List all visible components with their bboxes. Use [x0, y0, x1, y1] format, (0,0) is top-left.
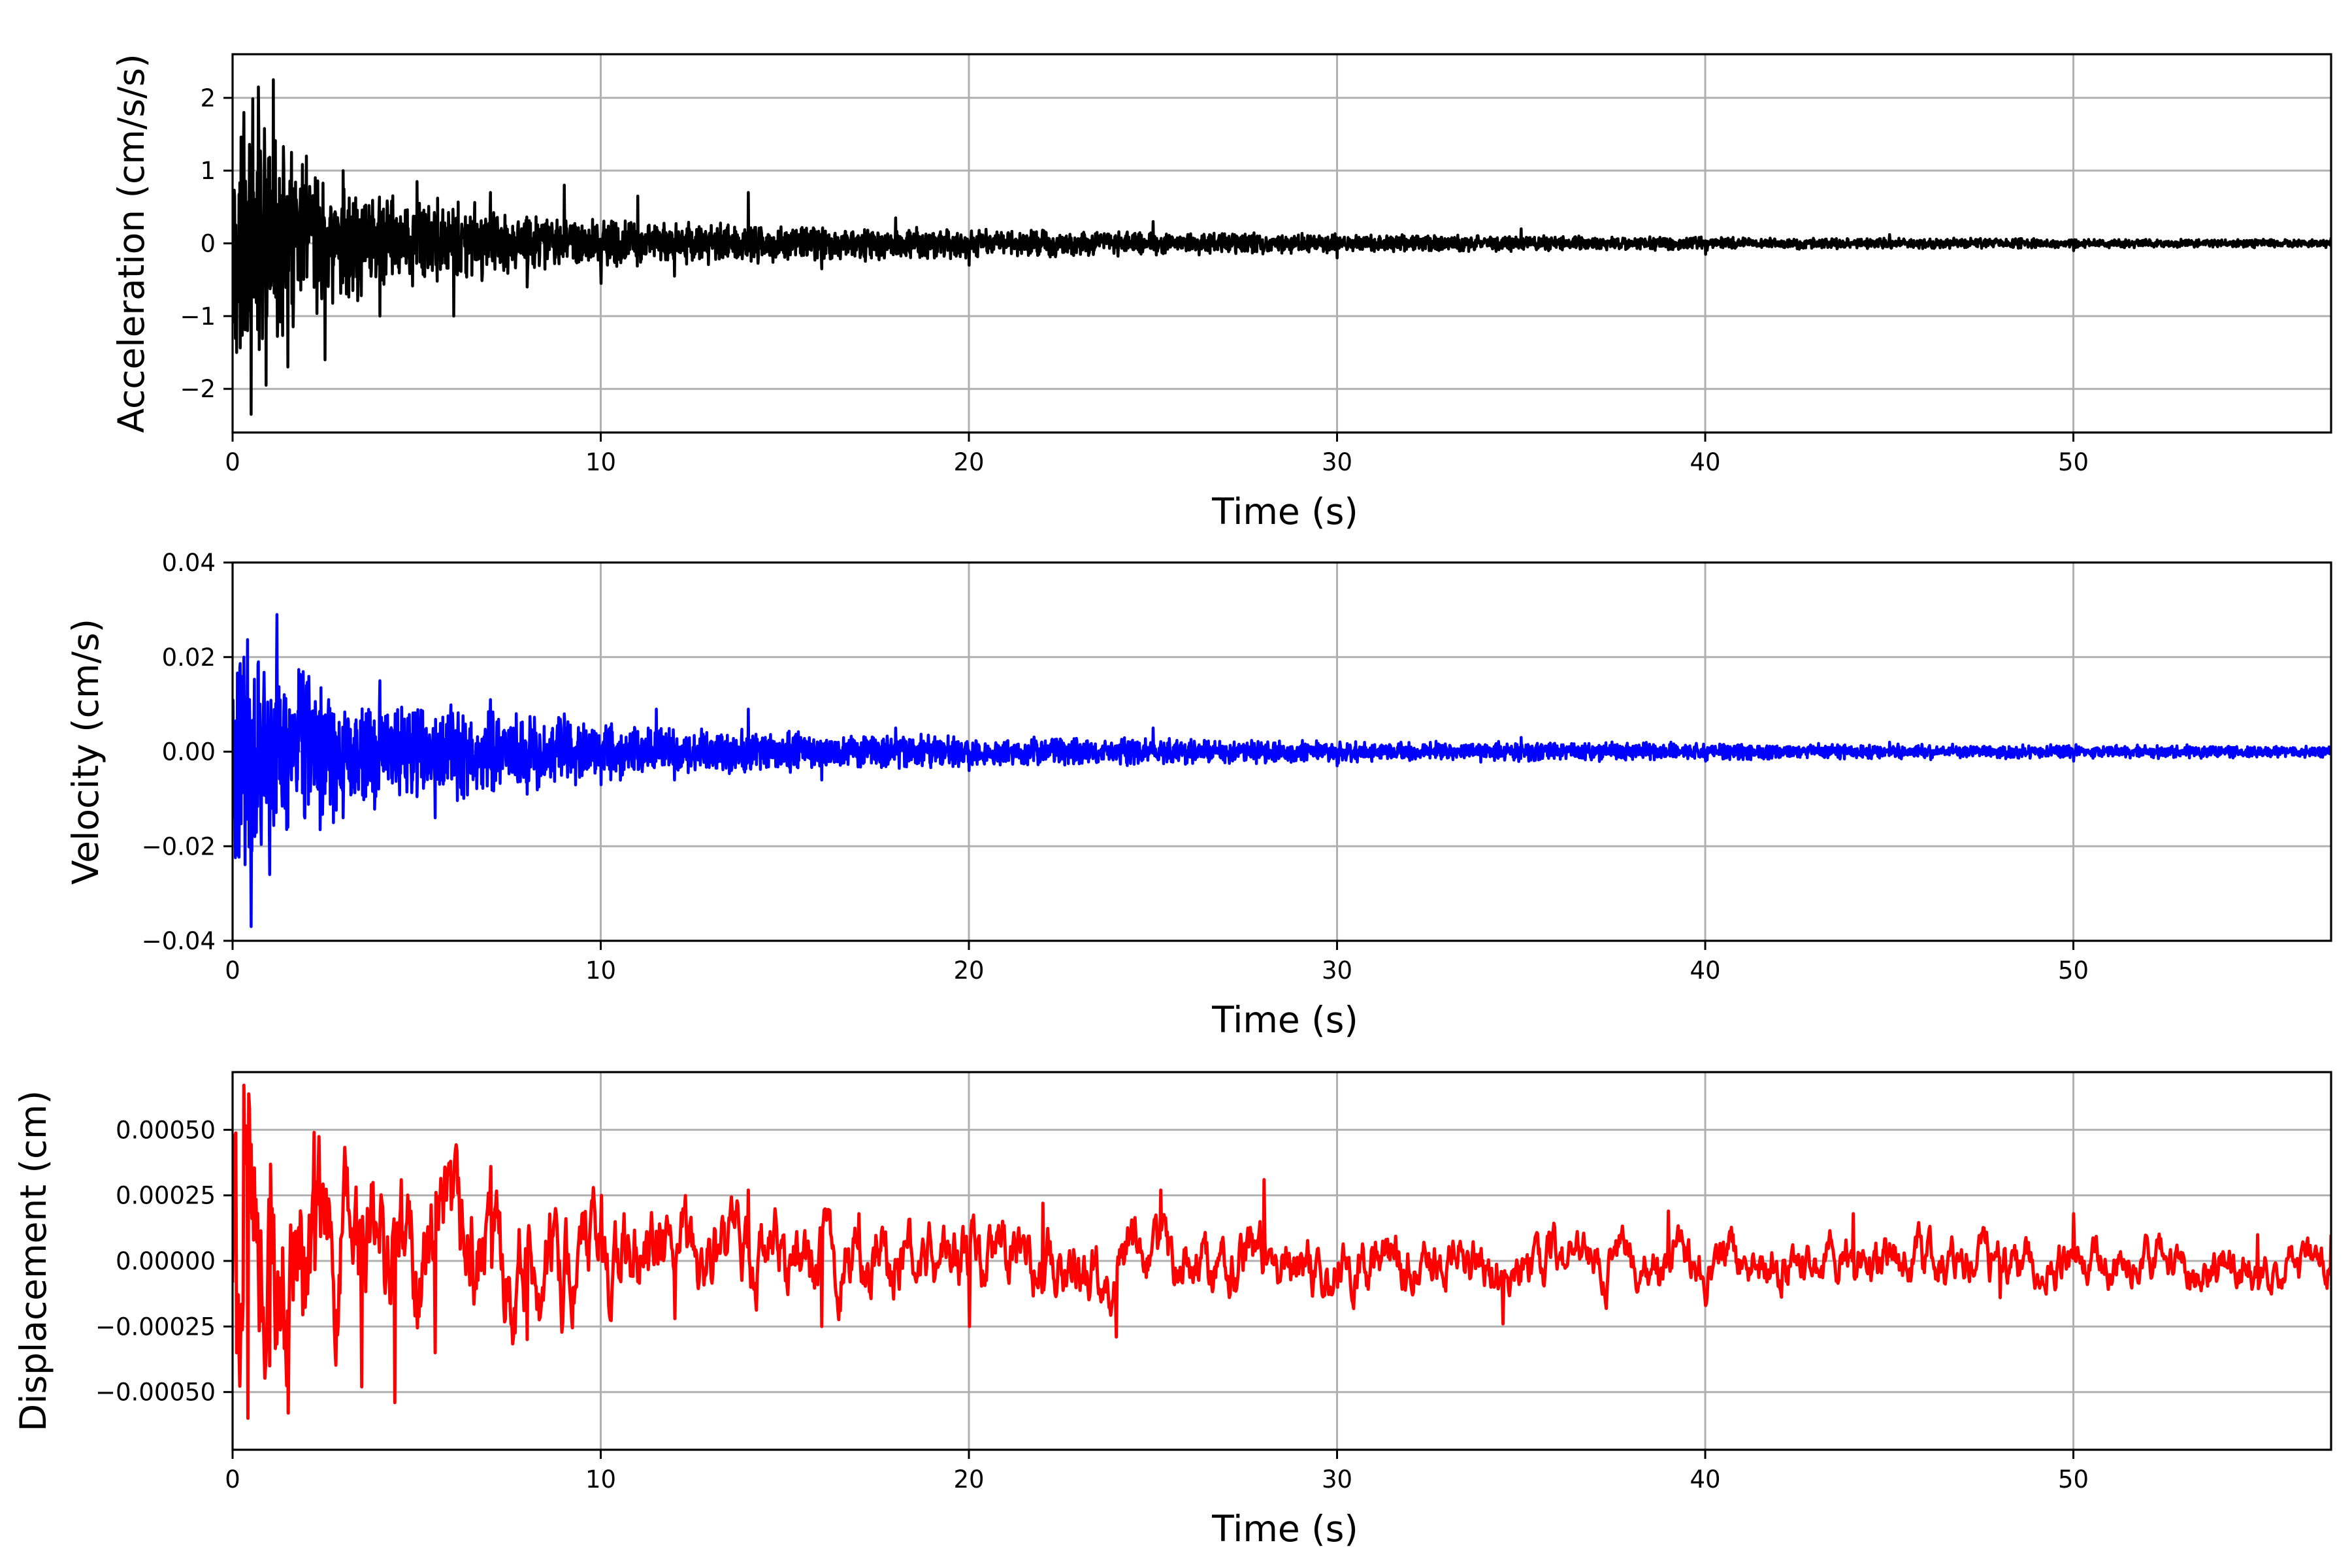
- y-tick-label: −0.02: [142, 832, 216, 860]
- y-tick-label: 1: [200, 157, 216, 185]
- x-tick-label: 20: [953, 1465, 984, 1494]
- series-line: [233, 613, 2331, 928]
- x-tick-label: 0: [225, 956, 240, 985]
- x-tick-label: 50: [2058, 1465, 2089, 1494]
- y-tick-label: 0.00: [162, 738, 216, 766]
- y-tick-label: 0: [200, 230, 216, 258]
- x-tick-label: 50: [2058, 956, 2089, 985]
- y-tick-label: 0.00050: [116, 1116, 216, 1144]
- x-axis-label: Time (s): [1211, 491, 1358, 532]
- x-tick-label: 30: [1322, 448, 1352, 476]
- x-tick-label: 10: [585, 448, 616, 476]
- x-tick-label: 30: [1322, 1465, 1352, 1494]
- x-tick-label: 0: [225, 1465, 240, 1494]
- y-tick-label: 2: [200, 84, 216, 112]
- x-tick-label: 0: [225, 448, 240, 476]
- x-tick-label: 20: [953, 448, 984, 476]
- x-tick-label: 10: [585, 1465, 616, 1494]
- x-tick-label: 30: [1322, 956, 1352, 985]
- y-tick-label: −0.04: [142, 927, 216, 955]
- y-tick-label: −2: [180, 375, 216, 403]
- y-tick-label: −0.00050: [95, 1379, 216, 1407]
- y-axis-label: Displacement (cm): [12, 1090, 54, 1431]
- x-tick-label: 10: [585, 956, 616, 985]
- subplot-1: 0 10 20 30 40 50 −2 −1 0 1 2 Time (s) Acceleration (…: [110, 53, 2332, 532]
- y-tick-label: 0.00000: [116, 1247, 216, 1275]
- x-tick-label: 40: [1690, 1465, 1720, 1494]
- subplot-3: 0 10 20 30 40 50 −0.00050 −0.00025 0.00000 0.0002…: [12, 1071, 2332, 1550]
- x-tick-label: 40: [1690, 956, 1720, 985]
- y-tick-label: −0.00025: [95, 1313, 216, 1341]
- x-axis-label: Time (s): [1211, 999, 1358, 1041]
- x-tick-label: 50: [2058, 448, 2089, 476]
- series-line: [233, 78, 2331, 416]
- y-tick-label: 0.04: [162, 549, 216, 577]
- subplot-2: 0 10 20 30 40 50 −0.04 −0.02 0.00 0.02 0.04 Time (s…: [65, 549, 2332, 1041]
- y-tick-label: 0.00025: [116, 1182, 216, 1210]
- x-axis-label: Time (s): [1211, 1508, 1358, 1550]
- x-tick-label: 20: [953, 956, 984, 985]
- x-tick-label: 40: [1690, 448, 1720, 476]
- y-axis-label: Acceleration (cm/s/s): [110, 54, 152, 433]
- y-tick-label: 0.02: [162, 644, 216, 672]
- y-axis-label: Velocity (cm/s): [65, 619, 106, 885]
- series-line: [233, 1083, 2331, 1420]
- y-tick-label: −1: [180, 302, 216, 331]
